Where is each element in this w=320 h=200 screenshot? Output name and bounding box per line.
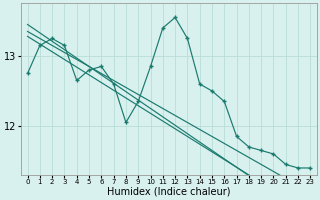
X-axis label: Humidex (Indice chaleur): Humidex (Indice chaleur) (107, 187, 231, 197)
